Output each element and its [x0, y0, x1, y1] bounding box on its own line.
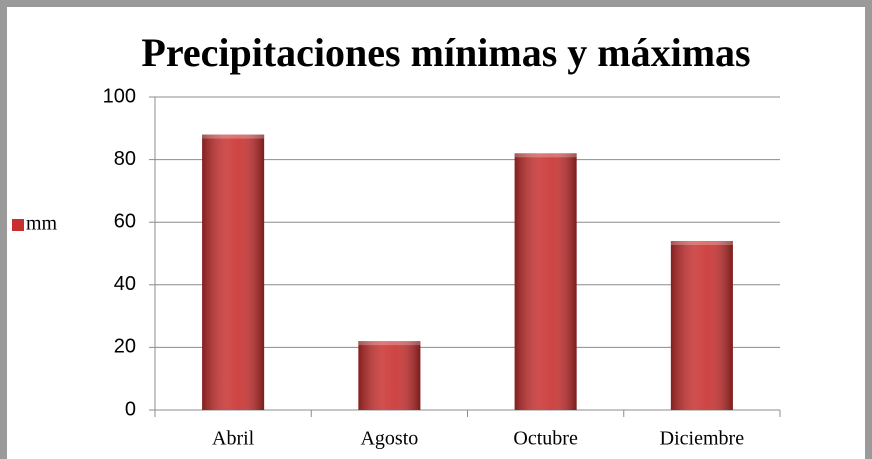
- legend-swatch: [12, 219, 24, 231]
- y-tick-label: 100: [103, 85, 136, 107]
- chart-title: Precipitaciones mínimas y máximas: [141, 30, 750, 75]
- x-tick-label: Agosto: [360, 428, 418, 450]
- y-tick-label: 80: [114, 148, 136, 170]
- y-tick-label: 40: [114, 273, 136, 295]
- y-tick-label: 20: [114, 336, 136, 358]
- x-tick-label: Abril: [212, 428, 255, 450]
- y-tick-label: 60: [114, 210, 136, 232]
- bar-shade: [670, 240, 733, 410]
- bar-top: [202, 134, 265, 139]
- bar-top: [514, 153, 577, 158]
- bar-shade: [358, 341, 421, 410]
- bar-shade: [202, 134, 265, 410]
- legend-label: mm: [26, 213, 58, 235]
- y-tick-label: 0: [125, 398, 136, 420]
- bar-top: [670, 240, 733, 245]
- x-tick-label: Octubre: [513, 428, 578, 450]
- bar-top: [358, 341, 421, 346]
- x-tick-label: Diciembre: [660, 428, 745, 450]
- bar-shade: [514, 153, 577, 410]
